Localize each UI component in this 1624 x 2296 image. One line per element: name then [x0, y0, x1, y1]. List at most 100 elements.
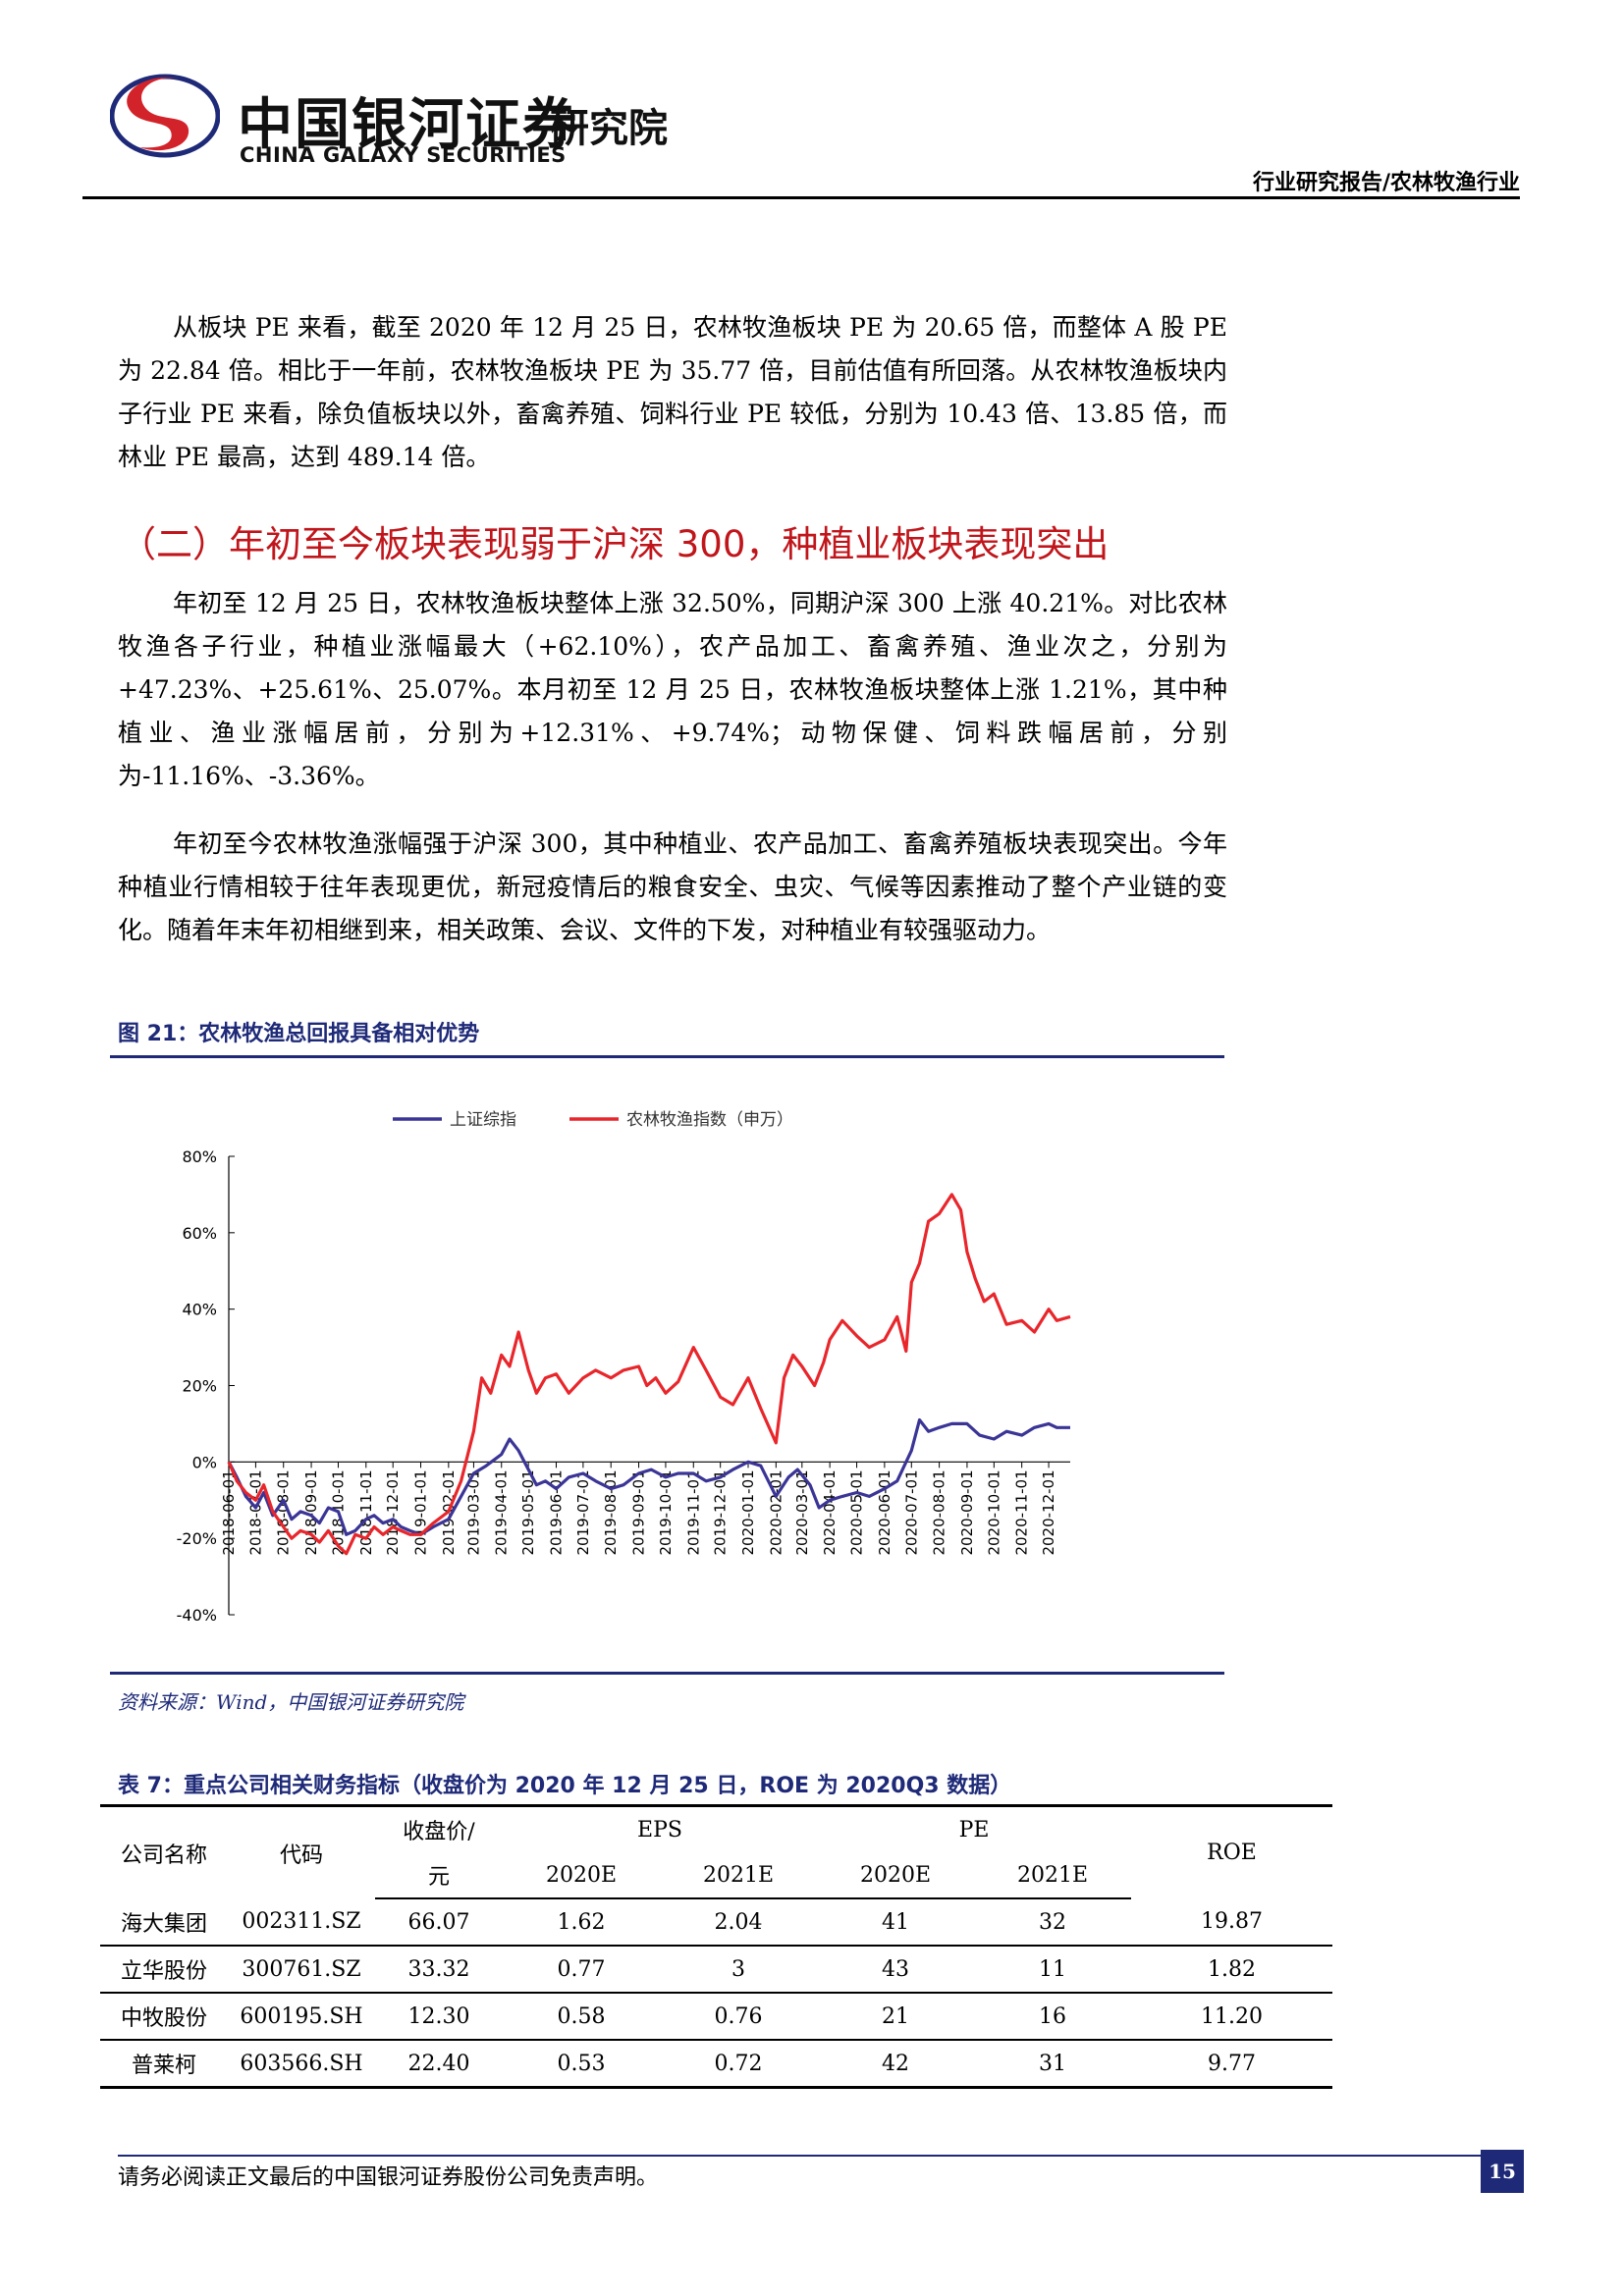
cell-close: 12.30	[375, 1993, 503, 2041]
cell-company: 海大集团	[100, 1898, 228, 1947]
header-close-line1: 收盘价/	[375, 1804, 503, 1852]
x-tick-label: 2019-01-01	[412, 1469, 430, 1555]
figure-bottom-rule	[110, 1672, 1224, 1675]
cell-code: 600195.SH	[228, 1993, 375, 2041]
logo-institute: 研究院	[550, 106, 668, 151]
header-pe-2020: 2020E	[817, 1852, 974, 1899]
brand-logo: 中国银河证券 CHINA GALAXY SECURITIES 研究院	[71, 47, 709, 185]
cell-eps-2021: 0.72	[660, 2040, 817, 2089]
x-tick-label: 2018-12-01	[384, 1469, 402, 1555]
table-title: 表 7：重点公司相关财务指标（收盘价为 2020 年 12 月 25 日，ROE…	[118, 1774, 1012, 1798]
x-tick-label: 2020-05-01	[848, 1469, 866, 1555]
figure-top-rule	[110, 1055, 1224, 1058]
paragraph-pe: 从板块 PE 来看，截至 2020 年 12 月 25 日，农林牧渔板块 PE …	[118, 313, 1227, 471]
financial-table: 公司名称 代码 收盘价/ EPS PE ROE 元 2020E 2021E 20…	[100, 1804, 1332, 2089]
cell-pe-2020: 42	[817, 2040, 974, 2089]
x-tick-label: 2020-10-01	[985, 1469, 1002, 1555]
paragraph-outlook: 年初至今农林牧渔涨幅强于沪深 300，其中种植业、农产品加工、畜禽养殖板块表现突…	[118, 829, 1227, 944]
header-eps: EPS	[503, 1804, 817, 1852]
y-tick-label: 60%	[182, 1224, 217, 1243]
cell-pe-2020: 21	[817, 1993, 974, 2041]
section-title: （二）年初至今板块表现弱于沪深 300，种植业板块表现突出	[120, 523, 1110, 565]
x-tick-label: 2019-05-01	[519, 1469, 537, 1555]
cell-eps-2020: 1.62	[503, 1898, 660, 1947]
table-row: 海大集团 002311.SZ 66.07 1.62 2.04 41 32 19.…	[100, 1898, 1332, 1947]
header-eps-2021: 2021E	[660, 1852, 817, 1899]
cell-close: 33.32	[375, 1946, 503, 1994]
page-number: 15	[1481, 2150, 1524, 2193]
series-line-shanghai-composite	[227, 1417, 1070, 1536]
cell-company: 普莱柯	[100, 2040, 228, 2089]
legend-label: 农林牧渔指数（申万）	[626, 1110, 793, 1130]
y-tick-label: 20%	[182, 1377, 217, 1396]
cell-eps-2020: 0.77	[503, 1946, 660, 1994]
figure-source: 资料来源：Wind，中国银河证券研究院	[118, 1690, 464, 1714]
cell-pe-2021: 11	[974, 1946, 1131, 1994]
x-tick-label: 2020-08-01	[931, 1469, 948, 1555]
x-tick-label: 2019-11-01	[684, 1469, 702, 1555]
y-tick-label: 0%	[192, 1453, 217, 1471]
x-tick-label: 2020-11-01	[1013, 1469, 1031, 1555]
cell-code: 300761.SZ	[228, 1946, 375, 1994]
header-company: 公司名称	[100, 1804, 228, 1898]
x-tick-label: 2018-07-01	[246, 1469, 264, 1555]
table-row: 立华股份 300761.SZ 33.32 0.77 3 43 11 1.82	[100, 1946, 1332, 1994]
footer-disclaimer: 请务必阅读正文最后的中国银河证券股份公司免责声明。	[118, 2165, 659, 2190]
cell-pe-2021: 32	[974, 1898, 1131, 1947]
y-tick-label: -20%	[177, 1529, 217, 1548]
x-tick-label: 2020-07-01	[902, 1469, 920, 1555]
x-tick-label: 2019-10-01	[657, 1469, 675, 1555]
header-eps-2020: 2020E	[503, 1852, 660, 1899]
cell-roe: 19.87	[1131, 1898, 1332, 1947]
header-roe: ROE	[1131, 1804, 1332, 1898]
y-tick-label: 40%	[182, 1301, 217, 1319]
cell-roe: 11.20	[1131, 1993, 1332, 2041]
cell-pe-2020: 43	[817, 1946, 974, 1994]
x-tick-label: 2018-06-01	[220, 1469, 238, 1555]
cell-pe-2020: 41	[817, 1898, 974, 1947]
cell-eps-2020: 0.53	[503, 2040, 660, 2089]
cell-pe-2021: 16	[974, 1993, 1131, 2041]
logo-chinese-name: 中国银河证券	[238, 93, 579, 157]
cell-code: 603566.SH	[228, 2040, 375, 2089]
cell-close: 22.40	[375, 2040, 503, 2089]
galaxy-logo-icon	[110, 74, 220, 158]
footer-divider	[118, 2155, 1522, 2157]
logo-english-name: CHINA GALAXY SECURITIES	[240, 143, 567, 167]
x-tick-label: 2019-07-01	[574, 1469, 592, 1555]
x-tick-label: 2019-08-01	[602, 1469, 620, 1555]
x-tick-label: 2020-03-01	[793, 1469, 811, 1555]
return-chart: 80% 60% 40% 20% 0% -20% -40% 2018-06-01 2018-07-…	[177, 1110, 1071, 1625]
cell-eps-2020: 0.58	[503, 1993, 660, 2041]
table-row: 普莱柯 603566.SH 22.40 0.53 0.72 42 31 9.77	[100, 2040, 1332, 2089]
paragraph-performance: 年初至 12 月 25 日，农林牧渔板块整体上涨 32.50%，同期沪深 300…	[118, 589, 1227, 790]
cell-code: 002311.SZ	[228, 1898, 375, 1947]
cell-eps-2021: 2.04	[660, 1898, 817, 1947]
header-close-line2: 元	[375, 1852, 503, 1899]
cell-close: 66.07	[375, 1898, 503, 1947]
x-tick-label: 2018-11-01	[357, 1469, 375, 1555]
cell-eps-2021: 0.76	[660, 1993, 817, 2041]
cell-roe: 9.77	[1131, 2040, 1332, 2089]
header-divider	[82, 196, 1520, 199]
figure-title: 图 21：农林牧渔总回报具备相对优势	[118, 1022, 480, 1046]
header-code: 代码	[228, 1804, 375, 1898]
legend-label: 上证综指	[450, 1110, 516, 1130]
x-tick-label: 2019-12-01	[712, 1469, 730, 1555]
cell-eps-2021: 3	[660, 1946, 817, 1994]
x-tick-label: 2020-04-01	[821, 1469, 839, 1555]
cell-pe-2021: 31	[974, 2040, 1131, 2089]
x-tick-label: 2020-01-01	[739, 1469, 757, 1555]
cell-roe: 1.82	[1131, 1946, 1332, 1994]
x-tick-label: 2020-09-01	[958, 1469, 976, 1555]
cell-company: 中牧股份	[100, 1993, 228, 2041]
x-tick-label: 2019-09-01	[630, 1469, 648, 1555]
x-tick-label: 2019-03-01	[464, 1469, 482, 1555]
y-tick-label: -40%	[177, 1606, 217, 1625]
x-tick-label: 2019-04-01	[493, 1469, 511, 1555]
x-tick-label: 2020-06-01	[876, 1469, 893, 1555]
x-tick-label: 2020-12-01	[1040, 1469, 1057, 1555]
header-pe: PE	[817, 1804, 1131, 1852]
y-tick-label: 80%	[182, 1148, 217, 1166]
report-type: 行业研究报告/农林牧渔行业	[1252, 171, 1520, 195]
